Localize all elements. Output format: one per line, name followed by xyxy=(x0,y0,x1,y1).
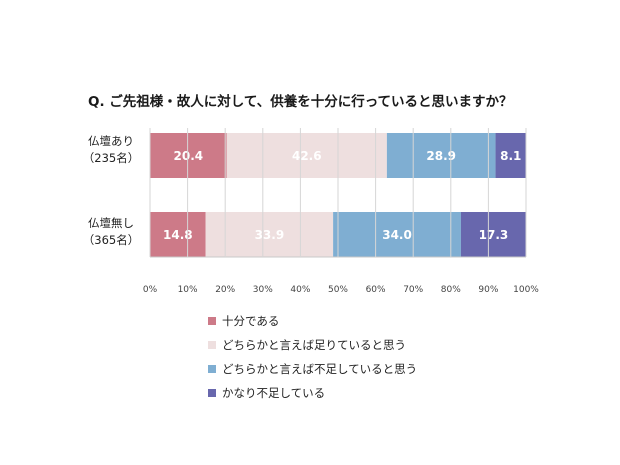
legend-swatch xyxy=(208,341,216,349)
legend-label: かなり不足している xyxy=(222,386,326,400)
bar-data-label: 28.9 xyxy=(426,149,456,163)
bar-data-label: 8.1 xyxy=(500,149,521,163)
bar-data-label: 20.4 xyxy=(174,149,204,163)
legend-label: どちらかと言えば不足していると思う xyxy=(222,362,418,376)
legend-swatch xyxy=(208,317,216,325)
bar-segment xyxy=(333,212,461,257)
legend-label: 十分である xyxy=(222,314,280,328)
bar-segment xyxy=(386,133,496,178)
bar-segment xyxy=(150,133,227,178)
bar-segment xyxy=(226,133,387,178)
bar-data-label: 14.8 xyxy=(163,228,193,242)
x-tick-label: 0% xyxy=(143,285,158,295)
legend-item: かなり不足している xyxy=(208,386,417,400)
bar-segment xyxy=(150,212,206,257)
x-tick-label: 40% xyxy=(290,285,310,295)
bar-segment xyxy=(460,212,526,257)
legend-item: どちらかと言えば不足していると思う xyxy=(208,362,417,376)
x-tick-label: 80% xyxy=(441,285,461,295)
bar-data-label: 33.9 xyxy=(255,228,285,242)
x-tick-label: 30% xyxy=(253,285,273,295)
x-tick-label: 10% xyxy=(178,285,198,295)
row-label-name: 仏壇無し xyxy=(88,216,134,230)
legend-item: 十分である xyxy=(208,314,417,328)
bar-segment xyxy=(495,133,526,178)
bar-segment xyxy=(205,212,334,257)
chart-title: Q. ご先祖様・故人に対して、供養を十分に行っていると思いますか？ xyxy=(88,94,513,110)
x-tick-label: 60% xyxy=(366,285,386,295)
legend-swatch xyxy=(208,365,216,373)
x-tick-label: 50% xyxy=(328,285,348,295)
x-tick-label: 90% xyxy=(478,285,498,295)
legend-label: どちらかと言えば足りていると思う xyxy=(222,338,406,352)
bar-data-label: 17.3 xyxy=(479,228,509,242)
chart-legend: 十分であるどちらかと言えば足りていると思う どちらかと言えば不足していると思う かな… xyxy=(208,314,417,410)
x-tick-label: 70% xyxy=(403,285,423,295)
row-label-count: （365名） xyxy=(82,233,140,247)
legend-swatch xyxy=(208,389,216,397)
x-tick-label: 100% xyxy=(513,285,539,295)
row-label-count: （235名） xyxy=(82,151,140,165)
row-label-name: 仏壇あり xyxy=(88,134,134,148)
legend-item: どちらかと言えば足りていると思う xyxy=(208,338,417,352)
row-label-0: 仏壇あり （235名） xyxy=(78,133,144,167)
x-tick-label: 20% xyxy=(215,285,235,295)
bar-data-label: 42.6 xyxy=(292,149,322,163)
bar-data-label: 34.0 xyxy=(382,228,412,242)
row-label-1: 仏壇無し （365名） xyxy=(78,215,144,249)
